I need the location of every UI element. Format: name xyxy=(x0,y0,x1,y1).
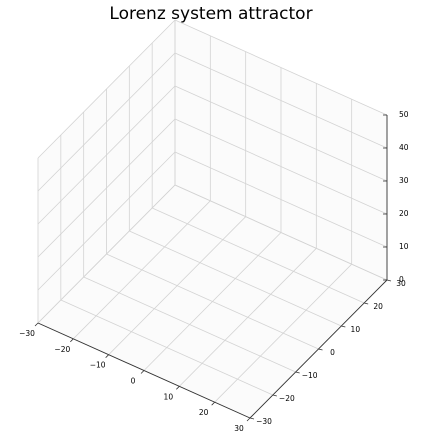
y-tick-label: −20 xyxy=(279,394,295,403)
grid-line xyxy=(106,253,319,350)
x-tick-label: −20 xyxy=(54,345,70,354)
y-tick xyxy=(295,371,300,374)
z-tick-label: 40 xyxy=(399,143,409,152)
y-tick xyxy=(272,394,277,397)
grid-line xyxy=(152,207,365,304)
grid-line xyxy=(174,52,388,149)
x-tick-label: 30 xyxy=(234,424,244,433)
grid-line xyxy=(174,19,388,116)
x-tick xyxy=(211,401,215,406)
x-tick-label: 20 xyxy=(199,408,209,417)
z-tick-label: 10 xyxy=(399,242,409,251)
x-tick-label: −10 xyxy=(90,361,106,370)
y-tick-label: 0 xyxy=(330,348,335,357)
tick-labels: −30−20−100102030−30−20−10010203001020304… xyxy=(19,110,409,433)
x-tick xyxy=(246,417,251,422)
x-tick xyxy=(140,370,145,374)
x-tick xyxy=(34,322,39,327)
tick-marks xyxy=(34,114,392,422)
y-tick xyxy=(341,325,346,328)
x-tick xyxy=(70,338,74,343)
grid-line xyxy=(129,230,342,327)
y-tick xyxy=(364,302,369,305)
y-tick xyxy=(386,279,392,282)
y-tick-label: 10 xyxy=(351,325,361,334)
grid-line xyxy=(83,276,296,373)
x-tick xyxy=(105,354,109,358)
z-tick-label: 0 xyxy=(399,275,404,284)
z-tick-label: 20 xyxy=(399,209,409,218)
grid-line xyxy=(174,151,388,248)
grid-line xyxy=(174,85,388,182)
grid-line xyxy=(37,85,176,225)
grid-line xyxy=(174,118,388,215)
grid-line xyxy=(37,151,176,291)
x-tick-label: 0 xyxy=(131,377,136,386)
y-tick xyxy=(249,417,255,420)
x-tick xyxy=(176,386,180,390)
x-tick-label: −30 xyxy=(19,329,35,338)
grid-line xyxy=(60,299,273,396)
y-tick-label: 20 xyxy=(373,302,383,311)
y-tick-label: −10 xyxy=(302,371,318,380)
y-tick xyxy=(318,348,323,351)
y-tick-label: 30 xyxy=(396,279,406,288)
z-tick-label: 50 xyxy=(399,110,409,119)
grid-line xyxy=(37,184,176,324)
grid-line xyxy=(174,184,388,281)
grid-line xyxy=(37,118,176,258)
axis-panes xyxy=(38,20,387,418)
z-tick-label: 30 xyxy=(399,176,409,185)
chart-title: Lorenz system attractor xyxy=(109,4,313,24)
x-tick-label: 10 xyxy=(164,392,174,401)
grid-line xyxy=(37,52,176,192)
y-tick-label: −30 xyxy=(256,417,272,426)
grid-line xyxy=(37,19,176,159)
